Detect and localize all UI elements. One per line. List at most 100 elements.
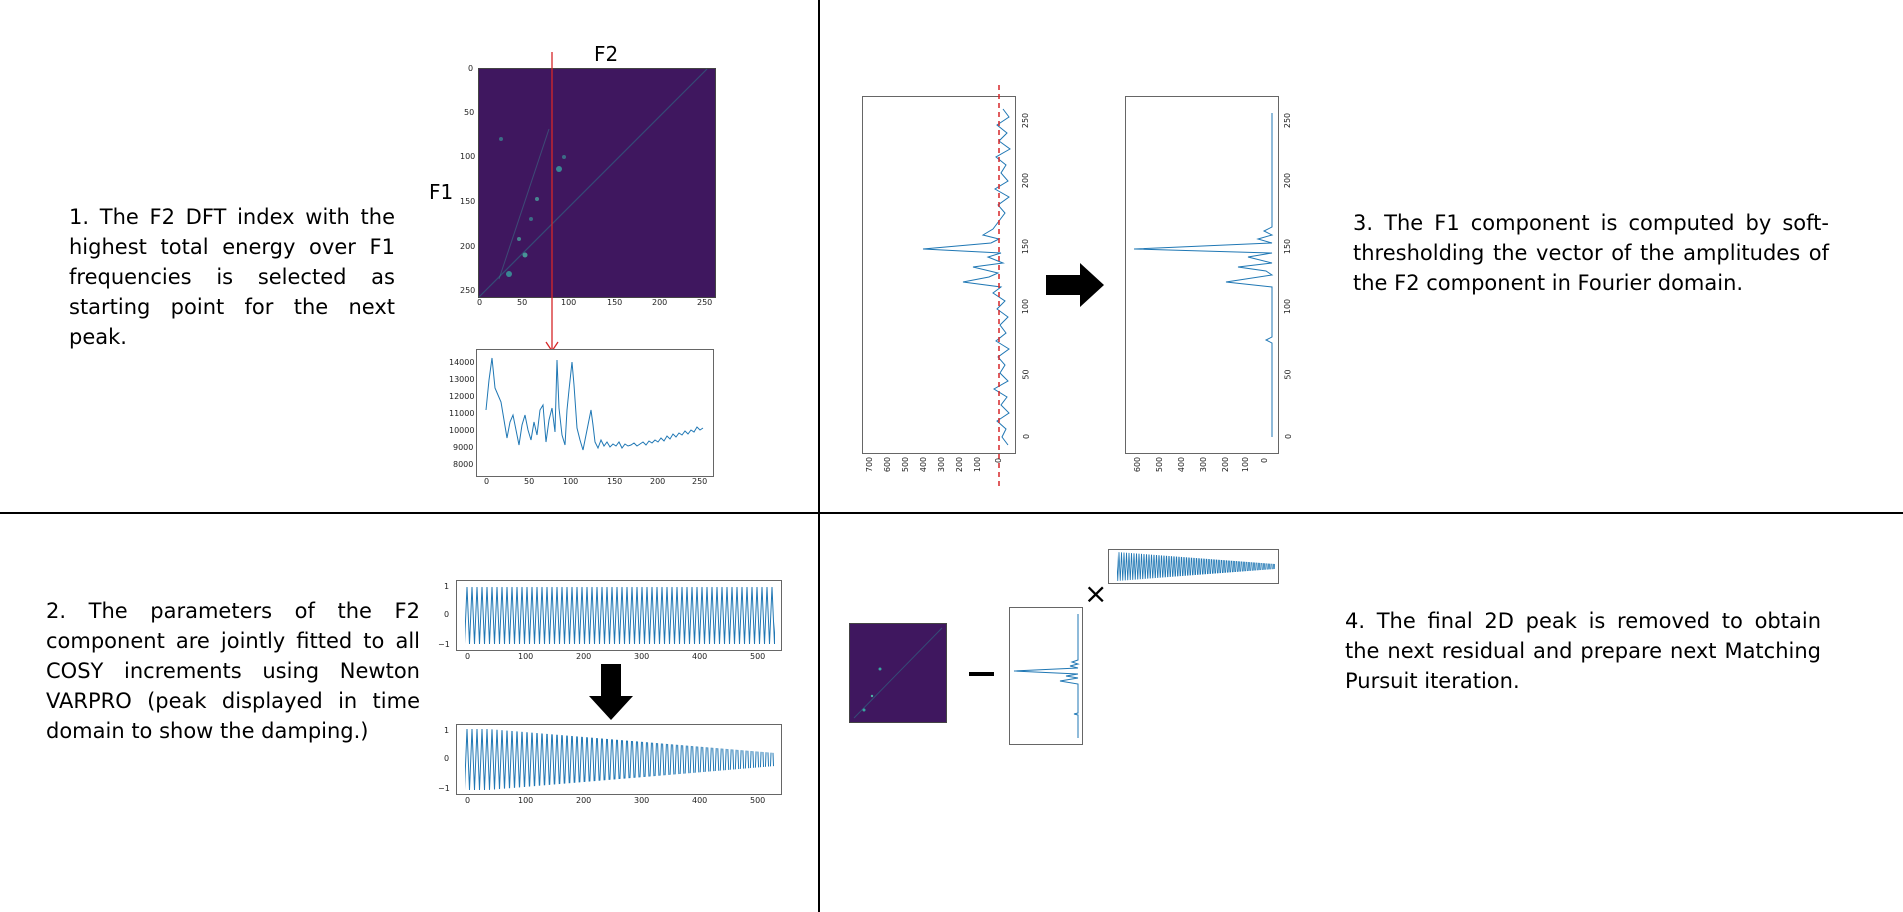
- residual-features: [853, 627, 943, 719]
- osc-before-xtick: 400: [692, 652, 708, 661]
- f2-amp-xtick: 200: [955, 456, 965, 473]
- cosy-heatmap: [478, 68, 716, 298]
- osc-before-xtick: 0: [465, 652, 471, 661]
- f2-amp-xtick: 300: [937, 456, 947, 473]
- f1-amp-xtick: 100: [1241, 456, 1251, 473]
- energy-ytick: 14000: [449, 358, 475, 367]
- f2-amp-xtick: 600: [883, 456, 893, 473]
- f2-axis-label: F2: [594, 42, 619, 66]
- energy-ytick: 10000: [449, 426, 475, 435]
- energy-ytick: 13000: [449, 375, 475, 384]
- osc-after-ytick: 0: [444, 754, 450, 763]
- heatmap-xtick: 200: [652, 298, 668, 307]
- multiply-sign: ×: [1084, 577, 1108, 610]
- f2-amp-xtick: 700: [865, 456, 875, 473]
- energy-xtick: 250: [692, 477, 708, 486]
- f1-amp-ytick: 100: [1283, 298, 1293, 315]
- energy-xtick: 150: [607, 477, 623, 486]
- f2-amp-xtick: 400: [919, 456, 929, 473]
- heatmap-features: [478, 68, 708, 298]
- peak-f1-mini-curve: [1013, 614, 1080, 738]
- heatmap-ytick: 50: [464, 108, 475, 117]
- f1-amp-xtick: 300: [1199, 456, 1209, 473]
- oscillation-undamped: [465, 581, 775, 650]
- heatmap-ytick: 150: [460, 197, 476, 206]
- osc-before-xtick: 300: [634, 652, 650, 661]
- f1-amp-xtick: 400: [1177, 456, 1187, 473]
- oscillation-damped: [465, 727, 775, 792]
- f2-amp-xtick: 500: [901, 456, 911, 473]
- osc-after-xtick: 0: [465, 796, 471, 805]
- right-arrow: [1046, 263, 1104, 307]
- f2-amp-ytick: 100: [1021, 298, 1031, 315]
- osc-after-xtick: 400: [692, 796, 708, 805]
- step3-text: 3. The F1 component is computed by soft-…: [1353, 211, 1829, 295]
- f1-thresholded-curve: [1133, 113, 1274, 437]
- f1-axis-label: F1: [429, 180, 454, 204]
- f1-amp-ytick: 200: [1283, 172, 1293, 189]
- residual-heatmap: [849, 623, 947, 723]
- peak-f2-mini-plot: [1108, 549, 1279, 584]
- energy-xtick: 50: [524, 477, 535, 486]
- energy-xtick: 100: [563, 477, 579, 486]
- energy-ytick: 11000: [449, 409, 475, 418]
- energy-plot: [476, 349, 714, 477]
- step4-text: 4. The final 2D peak is removed to obtai…: [1345, 609, 1821, 693]
- f2-amplitude-curve: [922, 85, 1011, 487]
- heatmap-xtick: 150: [607, 298, 623, 307]
- f1-amp-xtick: 600: [1133, 456, 1143, 473]
- oscillation-plot-before: [456, 580, 782, 651]
- peak-f2-mini-curve: [1117, 552, 1275, 581]
- heatmap-xtick: 250: [697, 298, 713, 307]
- f1-amp-xtick: 200: [1221, 456, 1231, 473]
- osc-after-xtick: 500: [750, 796, 766, 805]
- selection-arrow: [545, 52, 559, 353]
- heatmap-ytick: 250: [460, 286, 476, 295]
- f2-amp-ytick: 50: [1021, 369, 1031, 380]
- heatmap-xtick: 50: [517, 298, 528, 307]
- f2-amplitude-plot: [862, 85, 1016, 487]
- heatmap-ytick: 0: [468, 64, 474, 73]
- down-arrow: [589, 664, 633, 720]
- heatmap-xtick: 0: [477, 298, 483, 307]
- f1-amp-ytick: 0: [1284, 433, 1294, 440]
- f1-amp-ytick: 50: [1283, 369, 1293, 380]
- step1-text: 1. The F2 DFT index with the highest tot…: [69, 205, 395, 349]
- osc-after-xtick: 100: [518, 796, 534, 805]
- f1-amp-xtick: 500: [1155, 456, 1165, 473]
- f1-amp-ytick: 250: [1283, 112, 1293, 129]
- osc-before-ytick: 1: [444, 582, 450, 591]
- f2-amp-ytick: 200: [1021, 172, 1031, 189]
- f2-amp-xtick: 100: [973, 456, 983, 473]
- osc-before-xtick: 100: [518, 652, 534, 661]
- osc-after-ytick: −1: [438, 784, 450, 793]
- energy-ytick: 9000: [453, 443, 474, 452]
- minus-sign: [969, 672, 994, 676]
- peak-f1-mini-plot: [1009, 607, 1083, 745]
- f1-thresholded-plot: [1125, 96, 1279, 454]
- energy-xtick: 200: [650, 477, 666, 486]
- energy-ytick: 8000: [453, 460, 474, 469]
- energy-curve: [485, 357, 704, 451]
- f1-amp-xtick: 0: [1260, 457, 1270, 464]
- osc-after-ytick: 1: [444, 726, 450, 735]
- heatmap-ytick: 200: [460, 242, 476, 251]
- osc-before-ytick: 0: [444, 610, 450, 619]
- f1-amp-ytick: 150: [1283, 238, 1293, 255]
- f2-amp-ytick: 250: [1021, 112, 1031, 129]
- energy-ytick: 12000: [449, 392, 475, 401]
- heatmap-xtick: 100: [561, 298, 577, 307]
- f2-amp-ytick: 150: [1021, 238, 1031, 255]
- osc-before-ytick: −1: [438, 640, 450, 649]
- osc-after-xtick: 200: [576, 796, 592, 805]
- heatmap-ytick: 100: [460, 152, 476, 161]
- step2-text: 2. The parameters of the F2 component ar…: [46, 599, 420, 743]
- f2-amp-ytick: 0: [1022, 433, 1032, 440]
- vertical-divider: [818, 0, 820, 912]
- f2-amp-xtick: 0: [994, 457, 1004, 464]
- horizontal-divider: [0, 512, 1903, 514]
- oscillation-plot-after: [456, 724, 782, 795]
- energy-xtick: 0: [484, 477, 490, 486]
- osc-after-xtick: 300: [634, 796, 650, 805]
- osc-before-xtick: 500: [750, 652, 766, 661]
